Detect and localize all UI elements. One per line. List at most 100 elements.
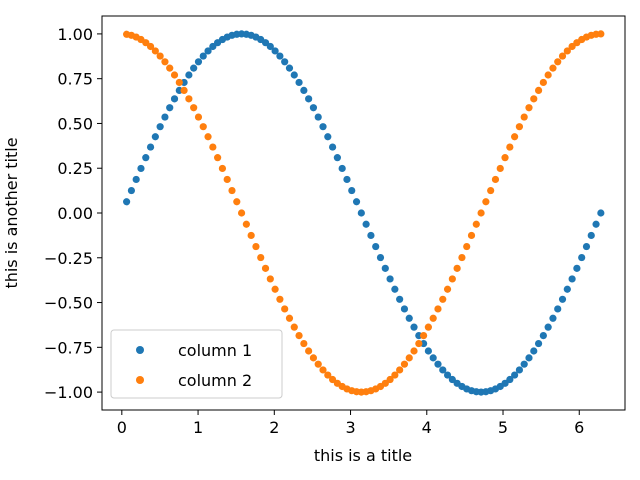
point-series-2-21 — [223, 175, 231, 184]
point-series-2-20 — [218, 164, 227, 173]
point-series-1-59 — [405, 314, 413, 322]
point-series-2-34 — [285, 314, 294, 322]
point-series-2-83 — [520, 113, 528, 121]
point-series-2-43 — [328, 375, 337, 384]
point-series-1-29 — [261, 39, 270, 47]
point-series-2-30 — [266, 275, 274, 283]
x-tick-label: 6 — [574, 418, 584, 437]
point-series-2-64 — [429, 314, 437, 322]
y-tick-label: 0.75 — [57, 70, 93, 89]
point-series-2-40 — [314, 360, 322, 368]
point-series-2-87 — [539, 78, 547, 87]
point-series-1-5 — [146, 143, 155, 151]
point-series-2-36 — [295, 331, 303, 340]
point-series-1-3 — [137, 164, 145, 173]
point-series-2-17 — [204, 133, 212, 141]
point-series-1-56 — [391, 285, 399, 293]
legend-box — [110, 329, 283, 399]
x-tick-label: 2 — [269, 418, 279, 437]
point-series-2-29 — [261, 264, 270, 272]
point-series-1-0 — [123, 198, 131, 206]
point-series-1-55 — [386, 275, 394, 283]
point-series-2-99 — [597, 30, 605, 38]
point-series-1-48 — [352, 198, 361, 206]
point-series-2-13 — [185, 95, 193, 103]
y-tick-label: −0.50 — [44, 294, 93, 313]
point-series-1-30 — [266, 42, 274, 51]
point-series-1-33 — [281, 58, 289, 66]
point-series-2-91 — [558, 52, 567, 60]
point-series-2-82 — [515, 123, 524, 131]
point-series-1-51 — [367, 231, 375, 240]
point-series-1-57 — [396, 295, 404, 303]
point-series-1-31 — [271, 47, 279, 55]
point-series-1-6 — [151, 133, 159, 141]
point-series-2-5 — [146, 42, 155, 51]
point-series-2-56 — [391, 371, 399, 379]
point-series-1-67 — [443, 371, 452, 379]
point-series-1-93 — [568, 275, 576, 283]
point-series-2-86 — [534, 86, 543, 95]
point-series-1-46 — [343, 175, 351, 184]
legend-label-column-2: column 2 — [178, 371, 252, 390]
point-series-2-92 — [563, 47, 571, 55]
point-series-2-60 — [410, 347, 418, 355]
point-series-2-63 — [424, 323, 432, 331]
point-series-2-75 — [482, 198, 490, 206]
point-series-2-38 — [305, 347, 313, 355]
y-tick-label: −0.75 — [44, 338, 93, 357]
point-series-1-8 — [161, 113, 169, 121]
point-series-1-94 — [573, 264, 581, 272]
point-series-1-58 — [400, 305, 409, 313]
point-series-2-59 — [405, 354, 413, 362]
point-series-1-83 — [520, 360, 528, 368]
point-series-2-28 — [257, 253, 265, 262]
x-tick-label: 4 — [422, 418, 432, 437]
point-series-2-65 — [434, 305, 442, 313]
point-series-2-78 — [496, 164, 504, 173]
point-series-1-17 — [204, 47, 212, 55]
point-series-1-64 — [429, 354, 437, 362]
point-series-1-44 — [333, 154, 341, 162]
point-series-2-37 — [300, 339, 308, 348]
point-series-1-7 — [156, 123, 164, 131]
point-series-2-7 — [156, 52, 164, 60]
point-series-2-71 — [463, 242, 471, 251]
point-series-1-99 — [597, 209, 605, 217]
point-series-2-12 — [180, 86, 188, 95]
point-series-1-90 — [554, 305, 562, 313]
point-series-1-15 — [194, 58, 203, 66]
point-series-1-50 — [362, 220, 370, 228]
point-series-2-88 — [544, 71, 552, 79]
point-series-1-34 — [285, 64, 294, 72]
point-series-1-14 — [190, 64, 198, 72]
point-series-2-15 — [194, 113, 203, 121]
point-series-2-69 — [453, 264, 461, 272]
point-series-2-77 — [491, 175, 500, 184]
point-series-2-58 — [400, 360, 409, 368]
point-series-1-89 — [549, 314, 557, 322]
point-series-1-38 — [305, 95, 313, 103]
point-series-1-66 — [439, 366, 447, 374]
point-series-1-37 — [300, 86, 308, 95]
point-series-2-67 — [443, 285, 452, 293]
point-series-2-76 — [487, 186, 495, 195]
legend: column 1 column 2 — [110, 329, 283, 399]
x-tick-label: 5 — [498, 418, 508, 437]
y-tick-label: 0.50 — [57, 114, 93, 133]
point-series-2-6 — [151, 47, 159, 55]
point-series-2-18 — [209, 143, 217, 151]
point-series-1-68 — [448, 375, 456, 384]
point-series-2-72 — [467, 231, 476, 240]
point-series-2-42 — [324, 371, 332, 379]
legend-marker-column-2 — [136, 376, 144, 384]
point-series-2-73 — [472, 220, 480, 228]
point-series-2-8 — [161, 58, 169, 66]
point-series-1-86 — [534, 339, 543, 348]
x-axis-label: this is a title — [314, 446, 412, 465]
legend-marker-column-1 — [136, 346, 144, 354]
y-axis-ticks: 1.00 0.75 0.50 0.25 0.00 −0.25 −0.50 −0.75 −1.00 — [44, 25, 102, 402]
x-axis-ticks: 0 1 2 3 4 5 6 — [117, 410, 584, 437]
point-series-2-35 — [290, 323, 298, 331]
